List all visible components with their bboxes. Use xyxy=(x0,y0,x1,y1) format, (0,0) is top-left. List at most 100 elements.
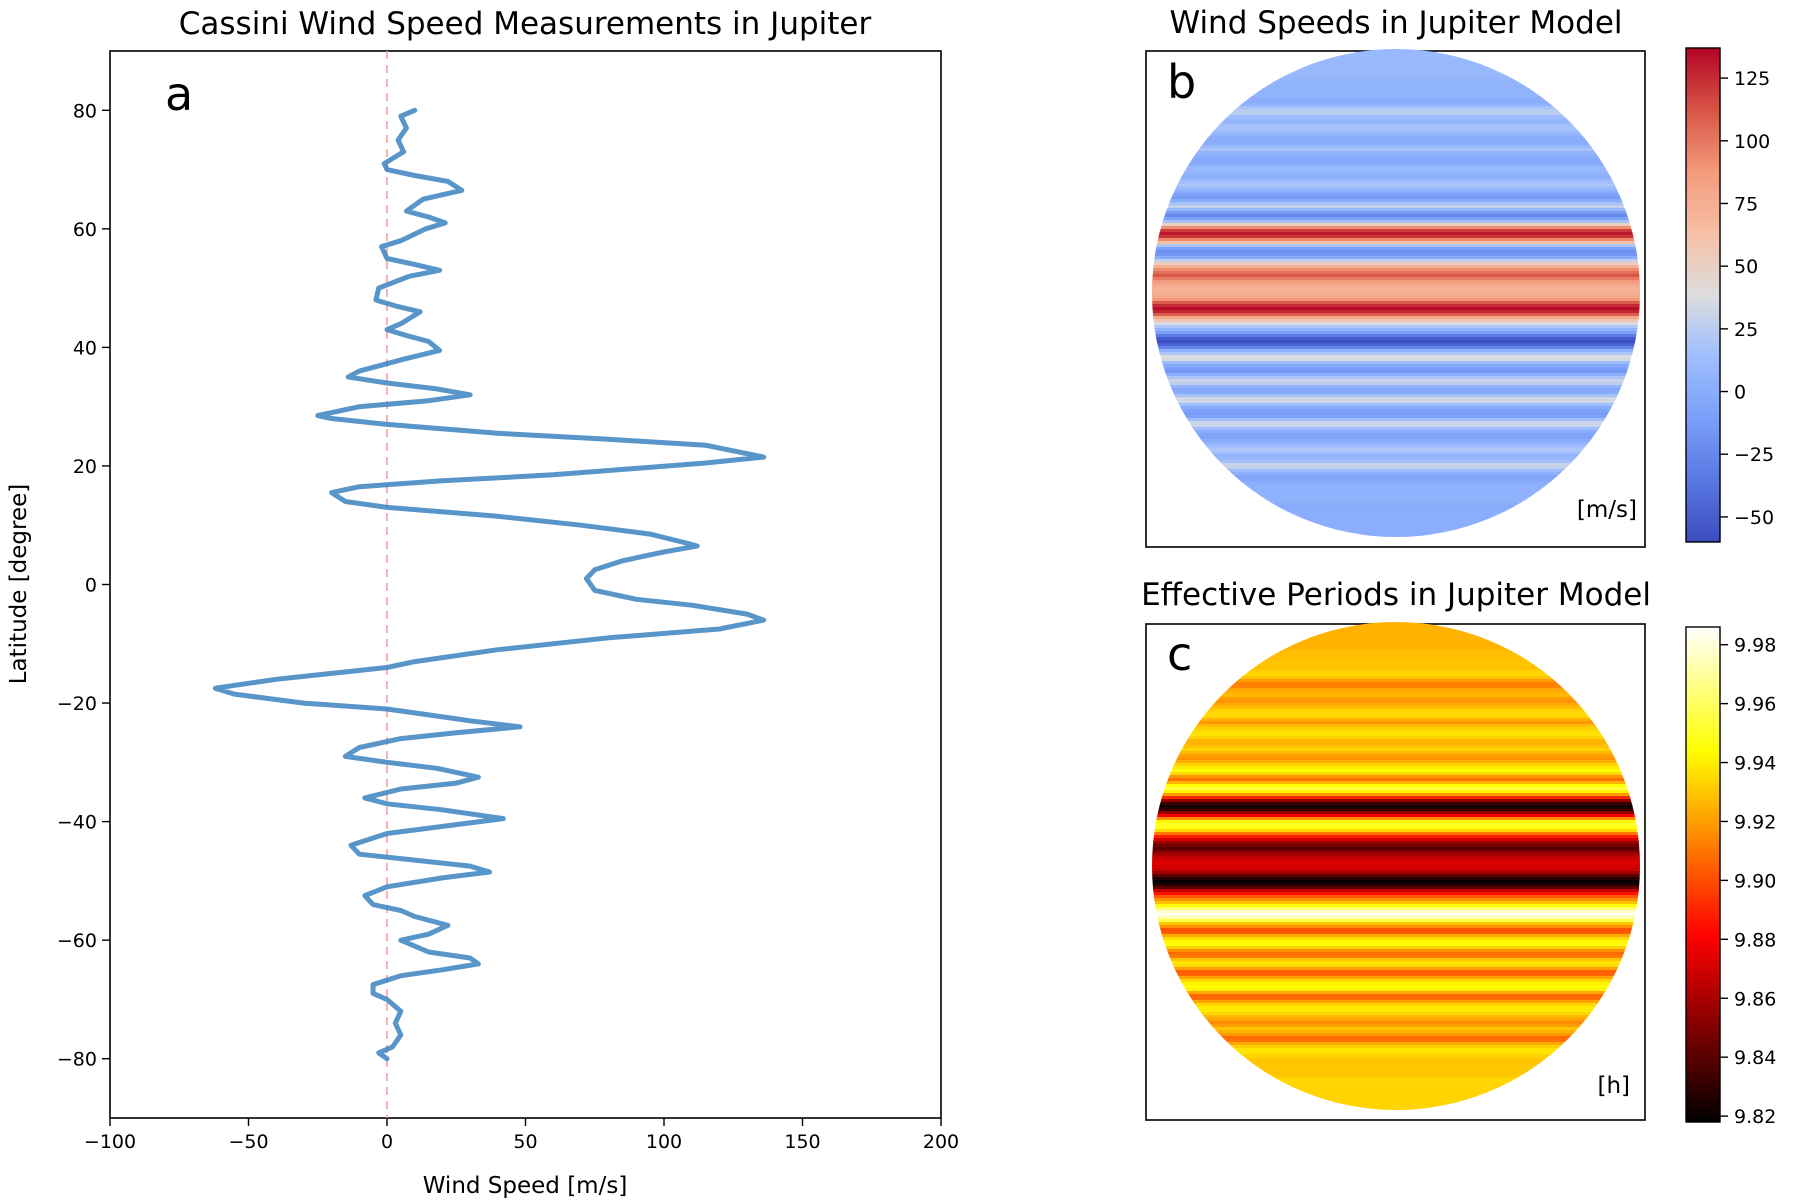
wind-band xyxy=(1152,409,1640,413)
panel-c-colorbar xyxy=(1685,626,1721,1123)
period-band xyxy=(1152,763,1640,767)
wind-band xyxy=(1152,385,1640,389)
wind-band xyxy=(1152,148,1640,152)
colorbar-tick-label: 9.86 xyxy=(1734,988,1776,1010)
wind-band xyxy=(1152,133,1640,137)
wind-band xyxy=(1152,76,1640,80)
period-band xyxy=(1152,799,1640,803)
period-band xyxy=(1152,742,1640,746)
period-band xyxy=(1152,1102,1640,1106)
colorbar-tick-label: 9.98 xyxy=(1734,635,1776,657)
wind-band xyxy=(1152,175,1640,179)
colorbar-tick-label: 9.96 xyxy=(1734,694,1776,716)
wind-band xyxy=(1152,151,1640,155)
wind-band xyxy=(1152,253,1640,257)
wind-band xyxy=(1152,472,1640,476)
wind-band xyxy=(1152,484,1640,488)
period-band xyxy=(1152,1096,1640,1100)
period-band xyxy=(1152,850,1640,854)
period-band xyxy=(1152,892,1640,896)
wind-band xyxy=(1152,91,1640,95)
period-band xyxy=(1152,928,1640,932)
wind-band xyxy=(1152,364,1640,368)
period-band xyxy=(1152,730,1640,734)
x-tick-label: −100 xyxy=(84,1131,136,1153)
period-band xyxy=(1152,703,1640,707)
period-band xyxy=(1152,844,1640,848)
wind-band xyxy=(1152,427,1640,431)
period-band xyxy=(1152,913,1640,917)
period-band xyxy=(1152,670,1640,674)
wind-band xyxy=(1152,118,1640,122)
wind-band xyxy=(1152,424,1640,428)
period-band xyxy=(1152,1057,1640,1061)
wind-band xyxy=(1152,94,1640,98)
colorbar-tick-label: 50 xyxy=(1734,256,1758,278)
y-tick-label: −80 xyxy=(57,1049,97,1071)
panel-a-y-ticks: −80 −60 −40 −20 0 20 40 60 80 xyxy=(57,100,110,1071)
wind-band xyxy=(1152,55,1640,59)
panel-c-label: c xyxy=(1167,627,1192,681)
period-band xyxy=(1152,925,1640,929)
period-band xyxy=(1152,1087,1640,1091)
period-band xyxy=(1152,976,1640,980)
wind-band xyxy=(1152,406,1640,410)
period-band xyxy=(1152,718,1640,722)
period-band xyxy=(1152,1018,1640,1022)
wind-band xyxy=(1152,238,1640,242)
period-band xyxy=(1152,934,1640,938)
wind-band xyxy=(1152,379,1640,383)
wind-band xyxy=(1152,445,1640,449)
x-tick-label: 150 xyxy=(784,1131,820,1153)
period-band xyxy=(1152,715,1640,719)
wind-band xyxy=(1152,202,1640,206)
wind-band xyxy=(1152,280,1640,284)
panel-a-x-ticks: −100 −50 0 50 100 150 200 xyxy=(84,1118,959,1153)
period-band xyxy=(1152,880,1640,884)
period-band xyxy=(1152,1012,1640,1016)
panel-b: Wind Speeds in Jupiter Model b [m/s] −50… xyxy=(1145,5,1774,548)
period-band xyxy=(1152,778,1640,782)
panel-a: Cassini Wind Speed Measurements in Jupit… xyxy=(6,6,959,1199)
period-band xyxy=(1152,739,1640,743)
period-band xyxy=(1152,1090,1640,1094)
period-band xyxy=(1152,724,1640,728)
period-band xyxy=(1152,1063,1640,1067)
period-band xyxy=(1152,727,1640,731)
wind-band xyxy=(1152,61,1640,65)
period-band xyxy=(1152,1003,1640,1007)
period-band xyxy=(1152,760,1640,764)
wind-band xyxy=(1152,397,1640,401)
wind-band xyxy=(1152,304,1640,308)
period-band xyxy=(1152,979,1640,983)
period-band xyxy=(1152,1060,1640,1064)
wind-band xyxy=(1152,481,1640,485)
period-band xyxy=(1152,868,1640,872)
wind-band xyxy=(1152,157,1640,161)
period-band xyxy=(1152,1072,1640,1076)
wind-band xyxy=(1152,487,1640,491)
period-band xyxy=(1152,835,1640,839)
period-band xyxy=(1152,907,1640,911)
wind-band xyxy=(1152,451,1640,455)
wind-band xyxy=(1152,187,1640,191)
period-band xyxy=(1152,1048,1640,1052)
wind-band xyxy=(1152,421,1640,425)
period-band xyxy=(1152,673,1640,677)
panel-a-y-axis-label: Latitude [degree] xyxy=(6,484,32,685)
wind-band xyxy=(1152,115,1640,119)
colorbar-tick-label: −50 xyxy=(1734,507,1774,529)
panel-a-label: a xyxy=(165,67,193,121)
wind-band xyxy=(1152,322,1640,326)
period-band xyxy=(1152,1021,1640,1025)
period-band xyxy=(1152,847,1640,851)
colorbar-tick-label: 100 xyxy=(1734,131,1770,153)
wind-band xyxy=(1152,466,1640,470)
period-band xyxy=(1152,814,1640,818)
panel-b-label: b xyxy=(1167,55,1196,109)
period-band xyxy=(1152,781,1640,785)
wind-band xyxy=(1152,340,1640,344)
wind-band xyxy=(1152,355,1640,359)
period-band xyxy=(1152,1042,1640,1046)
wind-band xyxy=(1152,67,1640,71)
